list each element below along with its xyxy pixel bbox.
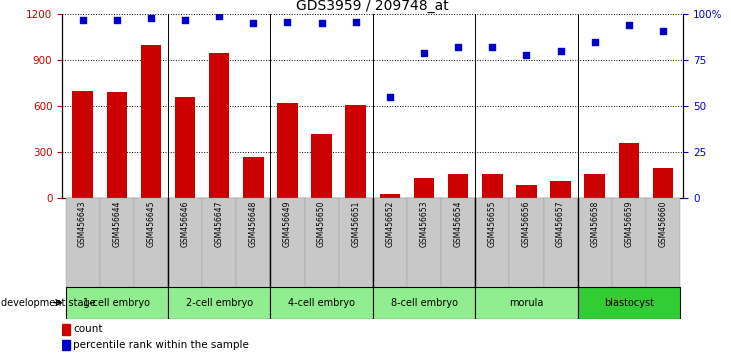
Point (213, 13, 225, 19)
Bar (72, 91, 93, 198)
Text: GSM456659: GSM456659 (624, 201, 633, 247)
Bar (407, 198, 441, 287)
Text: morula: morula (510, 298, 544, 308)
Bar (373, 287, 475, 319)
Text: GSM456651: GSM456651 (351, 201, 360, 247)
Text: percentile rank within the sample: percentile rank within the sample (73, 340, 249, 350)
Text: GSM456653: GSM456653 (420, 201, 428, 247)
Text: GSM456645: GSM456645 (146, 201, 156, 247)
Text: 2-cell embryo: 2-cell embryo (186, 298, 253, 308)
Text: GSM456656: GSM456656 (522, 201, 531, 247)
Bar (168, 287, 270, 319)
Text: GSM456660: GSM456660 (659, 201, 667, 247)
Bar (243, 157, 264, 198)
Bar (612, 198, 646, 287)
Bar (99, 198, 134, 287)
Bar (646, 198, 680, 287)
Bar (414, 178, 434, 198)
Bar (168, 198, 202, 287)
Bar (66, 287, 168, 319)
Bar (510, 198, 544, 287)
Bar (140, 45, 161, 198)
Bar (475, 198, 510, 287)
Bar (475, 287, 577, 319)
Point (452, 45, 464, 50)
Text: GSM456650: GSM456650 (317, 201, 326, 247)
Bar (653, 169, 673, 198)
Bar (338, 198, 373, 287)
Bar (209, 52, 230, 198)
Bar (544, 198, 577, 287)
Text: GSM456654: GSM456654 (454, 201, 463, 247)
Point (350, 19, 362, 24)
Point (384, 94, 395, 100)
Bar (585, 175, 605, 198)
Bar (516, 185, 537, 198)
Text: 8-cell embryo: 8-cell embryo (390, 298, 458, 308)
Text: count: count (73, 324, 102, 334)
Text: GSM456648: GSM456648 (249, 201, 258, 247)
Text: GSM456644: GSM456644 (113, 201, 121, 247)
Bar (305, 198, 338, 287)
Bar (577, 198, 612, 287)
Point (486, 45, 498, 50)
Bar (62, 340, 70, 350)
Bar (236, 198, 270, 287)
Bar (311, 134, 332, 198)
Text: development stage: development stage (1, 298, 95, 308)
Point (589, 39, 601, 45)
Bar (66, 198, 99, 287)
Bar (346, 105, 366, 198)
Text: GSM456646: GSM456646 (181, 201, 189, 247)
Text: GSM456649: GSM456649 (283, 201, 292, 247)
Text: 4-cell embryo: 4-cell embryo (288, 298, 355, 308)
Text: blastocyst: blastocyst (604, 298, 654, 308)
Text: GSM456658: GSM456658 (590, 201, 599, 247)
Bar (202, 198, 236, 287)
Text: GSM456657: GSM456657 (556, 201, 565, 247)
Text: GSM456643: GSM456643 (78, 201, 87, 247)
Bar (618, 143, 639, 198)
Point (281, 19, 293, 24)
Text: GSM456652: GSM456652 (385, 201, 395, 247)
Bar (134, 198, 168, 287)
Bar (448, 174, 469, 198)
Point (657, 28, 669, 34)
Bar (373, 198, 407, 287)
Point (248, 21, 260, 26)
Text: GSM456655: GSM456655 (488, 201, 497, 247)
Bar (175, 97, 195, 198)
Title: GDS3959 / 209748_at: GDS3959 / 209748_at (297, 0, 449, 13)
Text: GSM456647: GSM456647 (215, 201, 224, 247)
Point (77, 17, 88, 23)
Bar (270, 198, 305, 287)
Bar (577, 287, 680, 319)
Point (418, 50, 430, 56)
Bar (270, 287, 373, 319)
Bar (62, 324, 70, 335)
Text: 1-cell embryo: 1-cell embryo (83, 298, 151, 308)
Bar (441, 198, 475, 287)
Point (316, 21, 327, 26)
Bar (379, 194, 400, 198)
Point (623, 22, 635, 28)
Bar (482, 175, 502, 198)
Point (179, 17, 191, 23)
Bar (277, 103, 298, 198)
Point (520, 52, 532, 57)
Point (145, 15, 156, 21)
Bar (107, 92, 127, 198)
Bar (550, 181, 571, 198)
Point (555, 48, 567, 54)
Point (111, 17, 123, 23)
